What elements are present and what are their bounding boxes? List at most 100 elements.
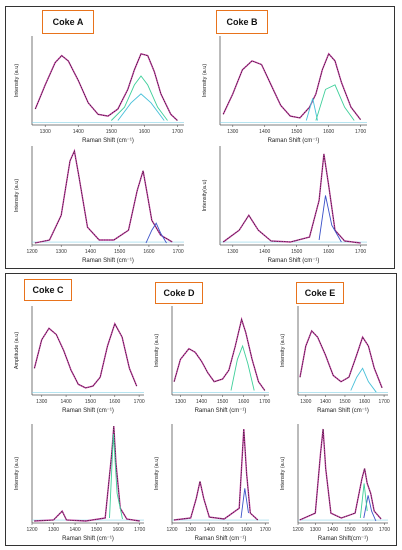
component-peak-line-1 [318, 195, 342, 243]
chart-coke-e-top: 1300 1400 1500 1600 1700 Raman Shift (cm⁻¹) In… [276, 300, 394, 415]
top-group-frame [5, 6, 395, 269]
x-tick-label: 1200 [292, 527, 303, 533]
x-tick-label: 1400 [259, 249, 270, 255]
x-tick-label: 1600 [241, 527, 252, 533]
y-axis-label: Intensity (a.u) [14, 179, 20, 212]
x-tick-label: 1300 [175, 399, 186, 405]
fit-envelope-line [222, 52, 362, 121]
x-tick-label: 1300 [40, 129, 51, 135]
x-tick-label: 1400 [61, 399, 72, 405]
x-tick-label: 1600 [323, 129, 334, 135]
raw-spectrum-line [299, 330, 383, 389]
raw-spectrum-line [34, 425, 140, 522]
y-axis-label: Intensity (a.u) [280, 334, 286, 367]
plot-svg: 1200 1300 1400 1500 1600 1700 Raman Shift (cm⁻… [14, 146, 184, 264]
component-peak-line-1 [109, 433, 123, 520]
x-tick-label: 1400 [196, 399, 207, 405]
fit-envelope-line [299, 428, 382, 521]
fit-envelope-line [299, 329, 383, 389]
plot-svg: 1300 1400 1500 1600 1700 Raman Shift (cm⁻¹) In… [14, 36, 184, 144]
x-tick-label: 1300 [227, 129, 238, 135]
x-tick-label: 1700 [172, 129, 183, 135]
component-peak-line-1 [350, 367, 377, 393]
y-axis-label: Intensity (a.u) [154, 334, 160, 367]
raw-spectrum-line [173, 428, 259, 521]
x-tick-label: 1300 [310, 527, 321, 533]
x-tick-label: 1200 [26, 527, 37, 533]
chart-coke-e-bottom: 1200 1300 1400 1500 1600 1700 Raman Shift(cm⁻¹… [276, 418, 394, 543]
x-tick-label: 1700 [173, 249, 184, 255]
x-tick-label: 1600 [362, 527, 373, 533]
plot-svg: 1300 1400 1500 1600 1700 Raman Shift (cm⁻¹) In… [154, 306, 271, 414]
x-tick-label: 1600 [143, 249, 154, 255]
x-tick-label: 1500 [106, 129, 117, 135]
raw-spectrum-line [34, 149, 173, 244]
plot-svg: 1300 1400 1500 1600 1700 Raman Shift (cm⁻¹) Am… [14, 306, 145, 414]
component-peak-line-1 [240, 488, 249, 519]
plot-svg: 1200 1300 1400 1500 1600 1700 Raman Shift(cm⁻¹… [280, 424, 390, 542]
coke-e-title: Coke E [296, 282, 344, 304]
fit-envelope-line [34, 148, 173, 244]
x-axis-label: Raman Shift (cm⁻¹) [195, 536, 247, 542]
y-axis-label: Amplitude (a.u) [14, 332, 20, 369]
x-tick-label: 1600 [139, 129, 150, 135]
x-tick-label: 1400 [259, 129, 270, 135]
x-tick-label: 1200 [166, 527, 177, 533]
x-tick-label: 1500 [217, 399, 228, 405]
x-tick-label: 1400 [204, 527, 215, 533]
raw-spectrum-line [222, 53, 361, 120]
x-tick-label: 1500 [291, 249, 302, 255]
x-tick-label: 1300 [48, 527, 59, 533]
x-axis-label: Raman Shift (cm⁻¹) [195, 408, 247, 414]
y-axis-label: Intensity (a.u) [280, 457, 286, 490]
raw-spectrum-line [173, 318, 266, 391]
x-tick-label: 1500 [291, 129, 302, 135]
x-tick-label: 1700 [134, 399, 145, 405]
x-tick-label: 1700 [260, 527, 271, 533]
x-axis-label: Raman Shift (cm⁻¹) [82, 258, 134, 264]
component-peak-line-1 [110, 75, 168, 121]
chart-coke-b-bottom: 1300 1400 1500 1600 1700 Raman Shift (cm⁻¹) In… [198, 140, 373, 265]
coke-b-title: Coke B [216, 10, 268, 34]
chart-coke-c-top: 1300 1400 1500 1600 1700 Raman Shift (cm⁻¹) Am… [10, 300, 150, 415]
fit-envelope-line [34, 425, 140, 522]
x-axis-label: Raman Shift (cm⁻¹) [268, 138, 320, 144]
x-tick-label: 1500 [222, 527, 233, 533]
x-tick-label: 1400 [73, 129, 84, 135]
y-axis-label: Intensity (a.u) [202, 64, 208, 97]
component-peak-line-1 [363, 495, 377, 522]
plot-svg: 1300 1400 1500 1600 1700 Raman Shift (cm⁻¹) In… [202, 146, 367, 264]
x-tick-label: 1500 [339, 399, 350, 405]
x-axis-label: Raman Shift(cm⁻¹) [318, 536, 368, 542]
x-tick-label: 1400 [85, 249, 96, 255]
chart-coke-b-top: 1300 1400 1500 1600 1700 Raman Shift (cm⁻¹) In… [198, 30, 373, 145]
x-tick-label: 1600 [109, 399, 120, 405]
y-axis-label: Intensity (a.u) [14, 64, 20, 97]
plot-svg: 1300 1400 1500 1600 1700 Raman Shift (cm⁻¹) In… [202, 36, 367, 144]
x-tick-label: 1600 [359, 399, 370, 405]
x-tick-label: 1500 [344, 527, 355, 533]
chart-coke-a-top: 1300 1400 1500 1600 1700 Raman Shift (cm⁻¹) In… [10, 30, 190, 145]
fit-envelope-line [33, 322, 138, 389]
x-tick-label: 1300 [300, 399, 311, 405]
y-axis-label: Intensity (a.u) [14, 457, 20, 490]
component-peak-line-2 [359, 483, 368, 519]
coke-d-title: Coke D [155, 282, 203, 304]
x-tick-label: 1500 [91, 527, 102, 533]
component-peak-line-1 [305, 98, 318, 121]
chart-coke-a-bottom: 1200 1300 1400 1500 1600 1700 Raman Shift (cm⁻… [10, 140, 190, 265]
y-axis-label: Intensity (a.u) [154, 457, 160, 490]
x-tick-label: 1300 [36, 399, 47, 405]
x-tick-label: 1600 [323, 249, 334, 255]
x-tick-label: 1400 [320, 399, 331, 405]
x-tick-label: 1600 [113, 527, 124, 533]
bottom-group-frame [5, 273, 397, 546]
x-tick-label: 1400 [327, 527, 338, 533]
y-axis-label: Intensity(a.u) [202, 179, 208, 211]
raw-spectrum-line [299, 428, 382, 521]
x-axis-label: Raman Shift (cm⁻¹) [62, 408, 114, 414]
chart-coke-d-top: 1300 1400 1500 1600 1700 Raman Shift (cm⁻¹) In… [150, 300, 275, 415]
component-peak-line-2 [315, 84, 355, 121]
x-tick-label: 1400 [70, 527, 81, 533]
x-tick-label: 1700 [355, 249, 366, 255]
